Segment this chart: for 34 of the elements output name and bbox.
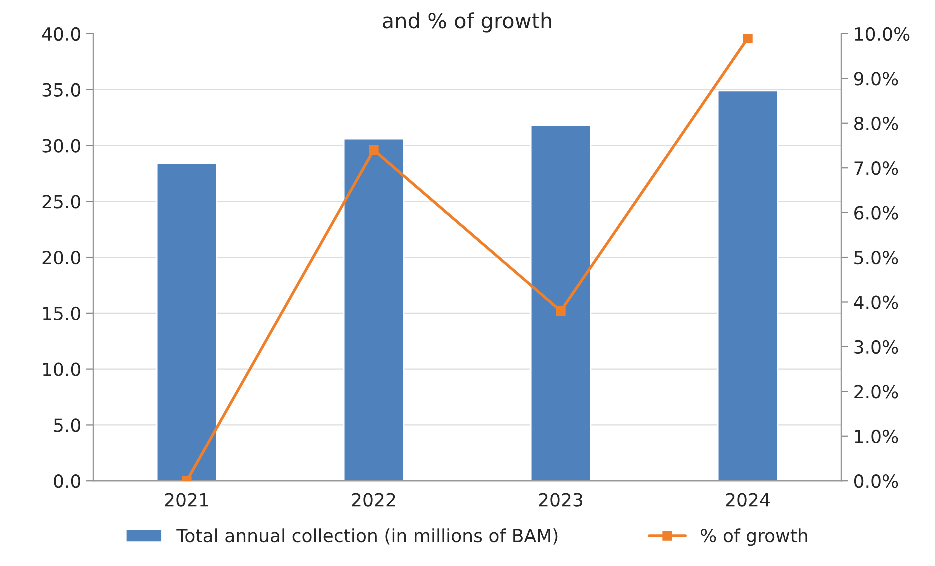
y2-tick-label: 7.0% xyxy=(854,162,898,176)
y2-tick-label: 4.0% xyxy=(854,296,898,310)
y-tick-label: 40.0 xyxy=(42,27,80,42)
y-tick-label: 10.0 xyxy=(43,362,80,376)
y2-tick-label: 0.0% xyxy=(854,474,898,488)
bar xyxy=(156,162,218,482)
y-tick-label: 5.0 xyxy=(54,418,80,432)
y2-tick-label: 5.0% xyxy=(854,250,898,265)
bar xyxy=(530,124,592,482)
y2-tick-label: 3.0% xyxy=(854,340,898,354)
bar xyxy=(343,138,405,482)
y2-tick-label: 1.0% xyxy=(855,430,898,444)
y-tick-label: 30.0 xyxy=(42,139,80,153)
x-tick-label: 2022 xyxy=(352,493,396,507)
y-tick-label: 0.0 xyxy=(54,474,80,488)
y-tick-label: 35.0 xyxy=(42,83,80,97)
point xyxy=(743,34,753,44)
x-tick-label: 2024 xyxy=(726,493,770,507)
point xyxy=(556,306,566,316)
y2-tick-label: 6.0% xyxy=(854,206,898,220)
y2-tick-label: 9.0% xyxy=(854,72,898,86)
y-tick-label: 15.0 xyxy=(43,306,80,321)
y2-tick-label: 2.0% xyxy=(854,385,898,399)
y2-tick-label: 10.0% xyxy=(855,27,910,42)
bar xyxy=(717,90,779,482)
y2-tick-label: 8.0% xyxy=(854,116,898,131)
legend-label: % of growth xyxy=(701,528,808,546)
y-tick-label: 20.0 xyxy=(42,250,80,265)
legend-label: Total annual collection (in millions of BAM) xyxy=(176,528,558,545)
y-tick-label: 25.0 xyxy=(42,195,80,209)
x-tick-label: 2023 xyxy=(539,493,583,507)
point xyxy=(369,145,379,156)
chart-title: and % of growth xyxy=(383,12,552,33)
x-tick-label: 2021 xyxy=(165,493,208,507)
